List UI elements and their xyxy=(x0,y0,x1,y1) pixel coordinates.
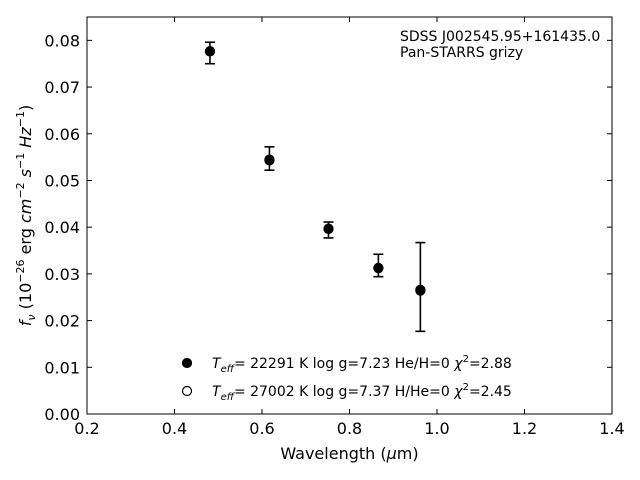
ylabel-part: (10 xyxy=(16,283,35,315)
legend-teff-symbol: T xyxy=(212,384,222,400)
legend-composition: H/He=0 xyxy=(390,384,449,400)
y-tick-label: 0.04 xyxy=(44,218,80,237)
model-point-open xyxy=(264,155,275,166)
legend-teff-subscript: eff xyxy=(221,364,236,375)
xlabel-mu: μ xyxy=(386,444,397,463)
y-tick-label: 0.07 xyxy=(44,78,80,97)
legend-teff-symbol: T xyxy=(212,356,222,372)
legend-logg: log g=7.37 xyxy=(308,384,390,400)
legend-entry: Teff= 27002 K log g=7.37 H/He=0 χ2=2.45 xyxy=(212,382,512,403)
ylabel-exp: −1 xyxy=(14,111,27,127)
annotation-line: Pan-STARRS grizy xyxy=(400,45,523,61)
y-axis-label: fν (10−26 erg cm−2 s−1 Hz−1) xyxy=(14,105,38,326)
ylabel-part: ) xyxy=(16,105,35,111)
x-axis-label: Wavelength (μm) xyxy=(280,444,418,463)
legend-chi-superscript: 2 xyxy=(463,354,469,365)
xlabel-part: Wavelength ( xyxy=(280,444,386,463)
annotation-line: SDSS J002545.95+161435.0 xyxy=(400,29,600,45)
y-tick-label: 0.02 xyxy=(44,312,80,331)
ylabel-exp: −1 xyxy=(14,153,27,169)
legend-chi-value: =2.45 xyxy=(469,384,512,400)
y-tick-label: 0.03 xyxy=(44,265,80,284)
ylabel-exp: −2 xyxy=(14,182,27,198)
legend-logg: log g=7.23 xyxy=(308,356,390,372)
x-tick-label: 0.8 xyxy=(337,419,362,438)
x-tick-label: 1.0 xyxy=(424,419,449,438)
x-tick-label: 1.4 xyxy=(599,419,624,438)
legend-teff-subscript: eff xyxy=(221,392,236,403)
legend-composition: He/H=0 xyxy=(390,356,449,372)
ylabel-part: erg xyxy=(16,223,35,259)
ylabel-exp: −26 xyxy=(14,260,27,283)
y-tick-label: 0.08 xyxy=(44,31,80,50)
legend: Teff= 22291 K log g=7.23 He/H=0 χ2=2.88T… xyxy=(181,354,512,403)
ylabel-nu: ν xyxy=(25,314,38,320)
xlabel-part: m) xyxy=(397,444,419,463)
model-point-open xyxy=(415,284,426,295)
legend-marker-filled xyxy=(181,357,193,369)
x-tick-label: 0.4 xyxy=(162,419,187,438)
y-tick-label: 0.05 xyxy=(44,171,80,190)
model-point-open xyxy=(373,263,384,274)
x-tick-label: 0.2 xyxy=(74,419,99,438)
legend-teff-value: = 27002 K xyxy=(234,384,309,400)
legend-chi-symbol: χ xyxy=(453,384,463,400)
ylabel-f: f xyxy=(16,318,35,326)
plot-frame xyxy=(86,16,613,415)
y-tick-label: 0.00 xyxy=(44,405,80,424)
model-point-open xyxy=(204,46,216,57)
legend-marker-open xyxy=(181,385,193,397)
y-tick-label: 0.01 xyxy=(44,358,80,377)
data-marks xyxy=(204,41,426,333)
x-tick-label: 0.6 xyxy=(249,419,274,438)
ylabel-part: s xyxy=(16,169,35,182)
legend-chi-value: =2.88 xyxy=(469,356,512,372)
legend-entry: Teff= 22291 K log g=7.23 He/H=0 χ2=2.88 xyxy=(212,354,512,375)
ylabel-part: Hz xyxy=(16,127,35,153)
x-tick-label: 1.2 xyxy=(512,419,537,438)
ylabel-part: cm xyxy=(16,199,35,223)
legend-chi-symbol: χ xyxy=(453,356,463,372)
legend-teff-value: = 22291 K xyxy=(234,356,309,372)
axis-ticks: 0.2 0.4 0.6 0.8 1.0 1.2 1.4 0.00 0.01 0.02 0.03 0.0… xyxy=(44,17,625,438)
y-tick-label: 0.06 xyxy=(44,125,80,144)
model-point-open xyxy=(323,223,334,235)
legend-chi-superscript: 2 xyxy=(463,382,469,393)
